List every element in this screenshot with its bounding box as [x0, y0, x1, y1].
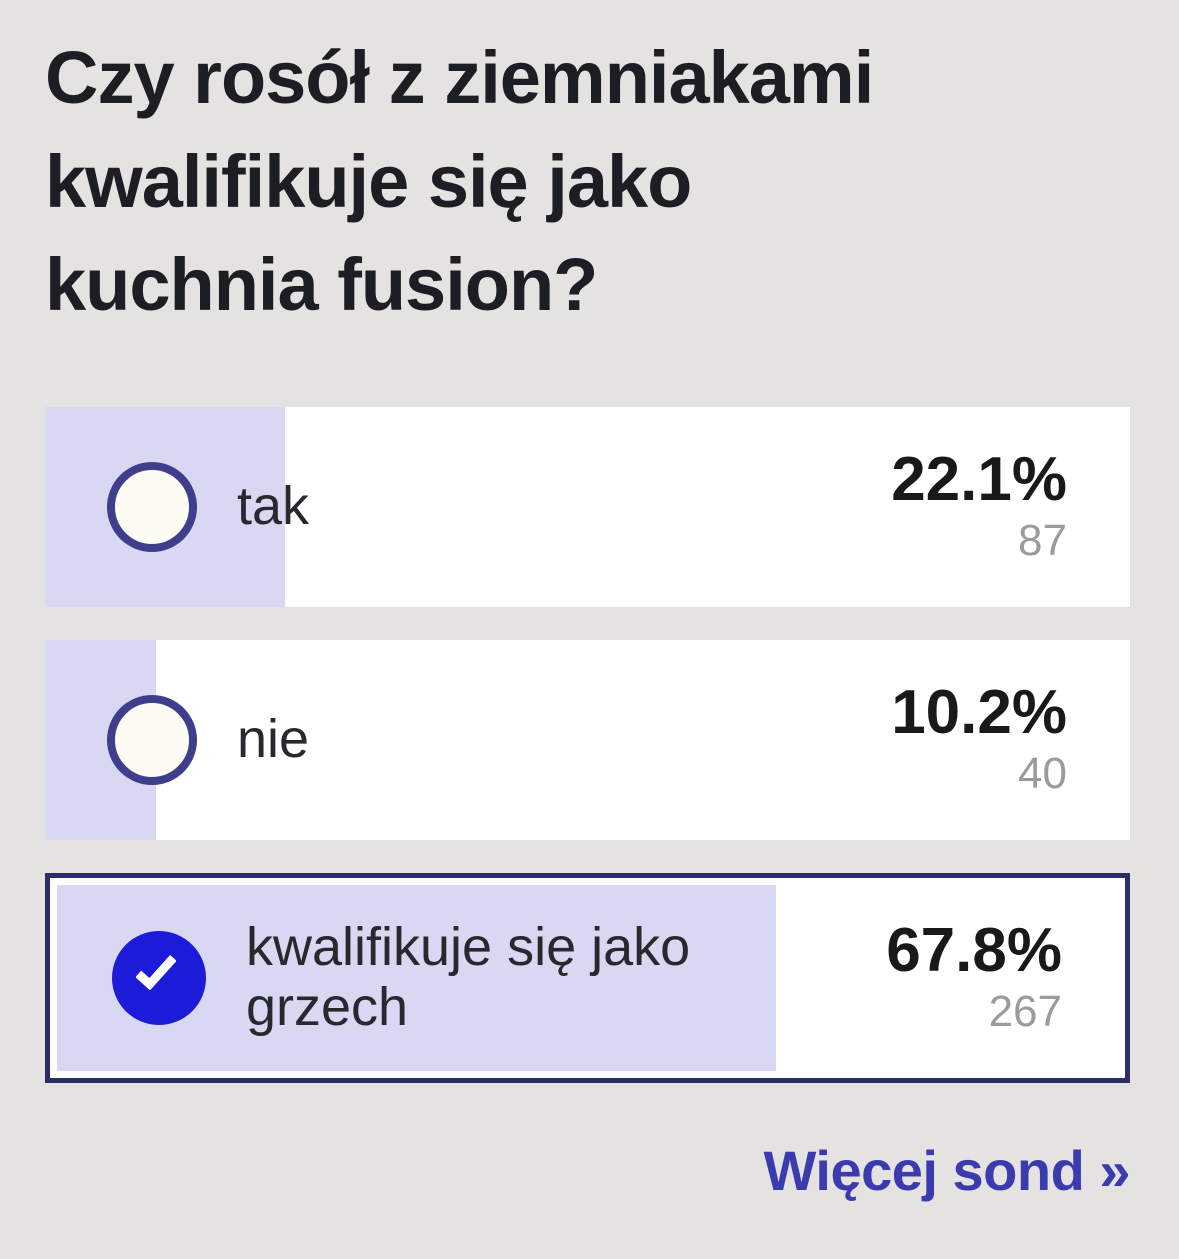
- option-stats: 10.2% 40: [891, 680, 1067, 800]
- option-vote-count: 267: [988, 987, 1062, 1037]
- poll-question-line: Czy rosół z ziemniakami: [45, 36, 874, 119]
- option-vote-count: 40: [1018, 749, 1067, 799]
- poll-options-list: tak 22.1% 87 nie 10.2% 40: [45, 406, 1130, 1083]
- option-label: tak: [237, 476, 310, 537]
- option-label: kwalifikuje się jako grzech: [246, 917, 691, 1037]
- option-stats: 67.8% 267: [886, 918, 1062, 1038]
- option-percentage: 22.1%: [891, 444, 1067, 514]
- option-percentage: 10.2%: [891, 677, 1067, 747]
- more-polls-row: Więcej sond »: [45, 1138, 1131, 1203]
- poll-option-nie[interactable]: nie 10.2% 40: [45, 639, 1130, 840]
- option-label: nie: [237, 709, 310, 770]
- option-stats: 22.1% 87: [891, 447, 1067, 567]
- poll-option-tak[interactable]: tak 22.1% 87: [45, 406, 1130, 607]
- poll-question-line: kuchnia fusion?: [45, 243, 598, 327]
- poll-option-grzech-selected[interactable]: kwalifikuje się jako grzech 67.8% 267: [45, 872, 1130, 1083]
- more-polls-link[interactable]: Więcej sond »: [763, 1138, 1131, 1202]
- option-percentage: 67.8%: [886, 915, 1062, 985]
- poll-question: Czy rosół z ziemniakami kwalifikuje się …: [45, 26, 1130, 337]
- checkmark-icon: [135, 947, 177, 991]
- checkmark-circle-icon[interactable]: [112, 930, 206, 1025]
- radio-unselected-icon[interactable]: [107, 461, 197, 552]
- radio-unselected-icon[interactable]: [107, 694, 197, 785]
- option-vote-count: 87: [1018, 516, 1067, 566]
- poll-question-line: kwalifikuje się jako: [45, 139, 692, 223]
